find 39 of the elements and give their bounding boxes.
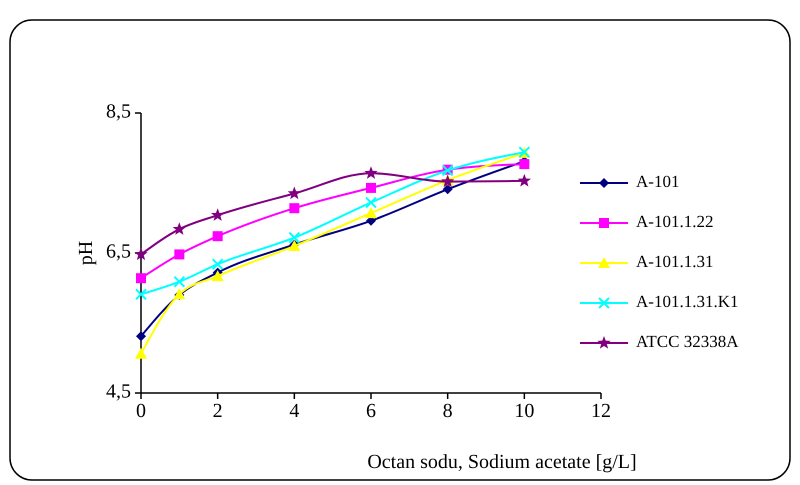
point (135, 348, 147, 359)
point (519, 159, 530, 170)
y-axis-title: pH (75, 240, 97, 266)
point (288, 186, 301, 200)
point (135, 288, 147, 300)
x-tick-label: 8 (442, 400, 453, 422)
y-tick-label: 4,5 (106, 380, 131, 403)
point (518, 174, 531, 187)
x-axis-title: Octan sodu, Sodium acetate [g/L] (367, 451, 637, 473)
point (134, 247, 148, 260)
x-tick-label: 6 (366, 400, 376, 422)
x-tick-label: 2 (212, 400, 223, 422)
legend-label: A-101.1.22 (636, 212, 714, 231)
x-tick-label: 10 (514, 400, 534, 422)
point (212, 231, 223, 242)
point (289, 203, 300, 214)
point (212, 258, 224, 270)
point (211, 208, 224, 221)
y-tick-label: 6,5 (106, 240, 131, 263)
point (365, 196, 377, 209)
point (174, 249, 184, 260)
x-tick-label: 0 (136, 400, 146, 422)
point (136, 331, 146, 342)
point (442, 184, 453, 194)
y-tick-label: 8,5 (106, 100, 131, 123)
point (365, 207, 377, 218)
x-tick-label: 4 (289, 400, 300, 422)
point (212, 270, 224, 282)
legend-label: A-101 (636, 172, 680, 191)
legend-label: A-101.1.31 (636, 252, 714, 271)
legend-label: ATCC 32338A (636, 332, 740, 351)
x-tick-label: 12 (591, 400, 611, 422)
point (364, 166, 378, 179)
legend-label: A-101.1.31.K1 (636, 292, 738, 311)
point (136, 273, 146, 284)
point (173, 276, 186, 288)
point (288, 232, 300, 244)
point (366, 182, 376, 193)
point (172, 222, 186, 235)
